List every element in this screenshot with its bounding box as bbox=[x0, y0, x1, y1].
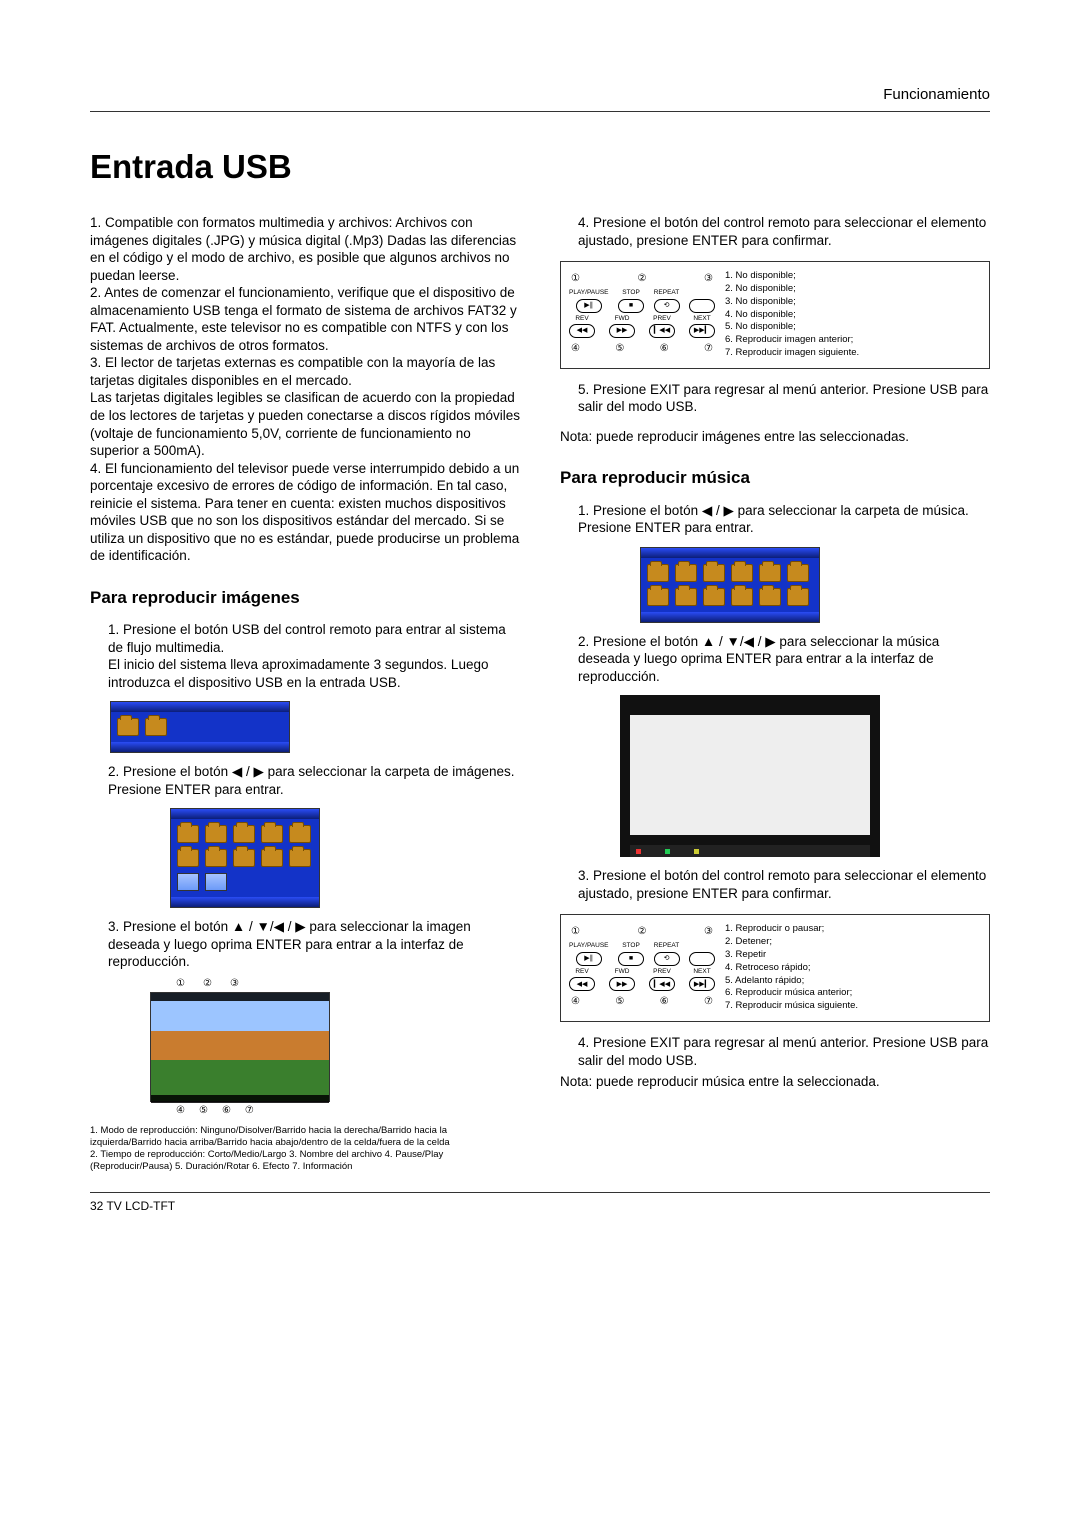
page-footer: 32 TV LCD-TFT bbox=[90, 1199, 990, 1213]
images-remote-diagram: ①②③ PLAY/PAUSE▶∥ STOP■ REPEAT⟲ REV◀◀ FWD… bbox=[560, 261, 990, 369]
next-icon: ▶▶▎ bbox=[689, 977, 715, 991]
footer-rule bbox=[90, 1192, 990, 1193]
header-rule bbox=[90, 111, 990, 112]
images-thumb-1 bbox=[110, 701, 520, 753]
images-step-1: 1. Presione el botón USB del control rem… bbox=[90, 621, 520, 691]
music-note: Nota: puede reproducir música entre la s… bbox=[560, 1073, 990, 1091]
music-step-4: 4. Presione EXIT para regresar al menú a… bbox=[560, 1034, 990, 1069]
images-step-2: 2. Presione el botón ◀ / ▶ para seleccio… bbox=[90, 763, 520, 798]
next-icon: ▶▶▎ bbox=[689, 324, 715, 338]
left-column: 1. Compatible con formatos multimedia y … bbox=[90, 214, 520, 1172]
prev-icon: ▎◀◀ bbox=[649, 977, 675, 991]
prev-icon: ▎◀◀ bbox=[649, 324, 675, 338]
music-remote-diagram: ①②③ PLAY/PAUSE▶∥ STOP■ REPEAT⟲ REV◀◀ FWD… bbox=[560, 914, 990, 1022]
fwd-icon: ▶▶ bbox=[609, 324, 635, 338]
music-step-1: 1. Presione el botón ◀ / ▶ para seleccio… bbox=[560, 502, 990, 537]
intro-4: 4. El funcionamiento del televisor puede… bbox=[90, 460, 520, 565]
images-thumb-2 bbox=[170, 808, 520, 908]
music-remote-legend: 1. Reproducir o pausar; 2. Detener; 3. R… bbox=[721, 915, 989, 1021]
stop-icon: ■ bbox=[618, 952, 644, 966]
fwd-icon: ▶▶ bbox=[609, 977, 635, 991]
right-column: 4. Presione el botón del control remoto … bbox=[560, 214, 990, 1172]
intro-2: 2. Antes de comenzar el funcionamiento, … bbox=[90, 284, 520, 354]
folder-icon bbox=[145, 718, 167, 736]
music-heading: Para reproducir música bbox=[560, 467, 990, 489]
music-thumb-1 bbox=[640, 547, 990, 623]
music-step-2: 2. Presione el botón ▲ / ▼/◀ / ▶ para se… bbox=[560, 633, 990, 686]
folder-icon bbox=[117, 718, 139, 736]
intro-3b: Las tarjetas digitales legibles se clasi… bbox=[90, 389, 520, 459]
play-pause-icon: ▶∥ bbox=[576, 952, 602, 966]
play-pause-icon: ▶∥ bbox=[576, 299, 602, 313]
repeat-icon: ⟲ bbox=[654, 299, 680, 313]
repeat-icon: ⟲ bbox=[654, 952, 680, 966]
images-heading: Para reproducir imágenes bbox=[90, 587, 520, 609]
page-title: Entrada USB bbox=[90, 148, 990, 186]
images-caption: 1. Modo de reproducción: Ninguno/Disolve… bbox=[90, 1125, 520, 1173]
section-header: Funcionamiento bbox=[90, 86, 990, 111]
images-preview: ①②③ ④⑤⑥⑦ bbox=[150, 977, 330, 1117]
stop-icon: ■ bbox=[618, 299, 644, 313]
images-step-4: 4. Presione el botón del control remoto … bbox=[560, 214, 990, 249]
intro-3: 3. El lector de tarjetas externas es com… bbox=[90, 354, 520, 389]
rev-icon: ◀◀ bbox=[569, 977, 595, 991]
images-step-5: 5. Presione EXIT para regresar al menú a… bbox=[560, 381, 990, 416]
music-step-3: 3. Presione el botón del control remoto … bbox=[560, 867, 990, 902]
images-step-3: 3. Presione el botón ▲ / ▼/◀ / ▶ para se… bbox=[90, 918, 520, 971]
rev-icon: ◀◀ bbox=[569, 324, 595, 338]
intro-1: 1. Compatible con formatos multimedia y … bbox=[90, 214, 520, 284]
images-remote-legend: 1. No disponible; 2. No disponible; 3. N… bbox=[721, 262, 989, 368]
music-preview bbox=[620, 695, 880, 857]
images-note: Nota: puede reproducir imágenes entre la… bbox=[560, 428, 990, 446]
